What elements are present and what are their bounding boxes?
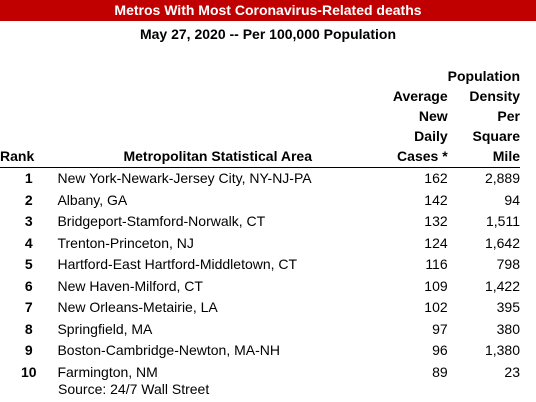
rank-cell: 8 (24, 320, 33, 337)
title-bar: Metros With Most Coronavirus-Related dea… (0, 0, 536, 21)
column-header-density-line: Per Square (472, 108, 520, 144)
table-row: 6 New Haven-Milford, CT 109 1,422 (0, 276, 520, 298)
msa-cell: Trenton-Princeton, NJ (57, 234, 194, 251)
rank-cell: 6 (24, 277, 33, 294)
cases-cell: 109 (424, 277, 448, 294)
msa-cell: New Orleans-Metairie, LA (57, 299, 218, 315)
column-header-density-line: Population (447, 68, 520, 84)
column-header-density-line: Density (469, 88, 520, 104)
column-header-cases-line: Average (392, 88, 448, 104)
rank-cell: 10 (20, 363, 37, 380)
table-row: 3 Bridgeport-Stamford-Norwalk, CT 132 1,… (0, 211, 520, 233)
table-row: 9 Boston-Cambridge-Newton, MA-NH 96 1,38… (0, 340, 520, 362)
column-header-cases: Average New Daily Cases * (377, 66, 448, 168)
source-note: Source: 24/7 Wall Street (58, 381, 210, 397)
table-header-row: Rank Metropolitan Statistical Area Avera… (0, 66, 520, 168)
density-cell: 1,642 (484, 234, 520, 251)
table-row: 10 Farmington, NM 89 23 (0, 362, 520, 384)
msa-cell: Hartford-East Hartford-Middletown, CT (57, 256, 298, 272)
msa-cell: Albany, GA (57, 191, 128, 208)
table-title: Metros With Most Coronavirus-Related dea… (114, 2, 422, 18)
table-row: 8 Springfield, MA 97 380 (0, 319, 520, 341)
msa-cell: New York-Newark-Jersey City, NY-NJ-PA (57, 170, 312, 186)
table-row: 4 Trenton-Princeton, NJ 124 1,642 (0, 233, 520, 255)
cases-cell: 97 (432, 320, 448, 337)
cases-cell: 89 (432, 363, 448, 380)
table-row: 5 Hartford-East Hartford-Middletown, CT … (0, 254, 520, 276)
msa-cell: Boston-Cambridge-Newton, MA-NH (57, 342, 280, 358)
table-row: 2 Albany, GA 142 94 (0, 190, 520, 212)
density-cell: 1,511 (486, 213, 520, 229)
cases-cell: 162 (424, 170, 448, 186)
column-header-cases-line: New (418, 108, 448, 124)
column-header-msa: Metropolitan Statistical Area (57, 66, 378, 168)
density-cell: 2,889 (484, 170, 520, 186)
column-header-density: Population Density Per Square Mile (447, 66, 520, 168)
density-cell: 380 (496, 320, 520, 337)
cases-cell: 142 (424, 191, 448, 208)
column-header-density-line: Mile (492, 148, 520, 164)
column-header-rank: Rank (0, 66, 58, 168)
msa-cell: Springfield, MA (57, 320, 153, 337)
metro-deaths-table: Rank Metropolitan Statistical Area Avera… (0, 66, 520, 383)
column-header-cases-line: Daily (414, 128, 448, 144)
density-cell: 798 (496, 256, 520, 272)
msa-cell: Bridgeport-Stamford-Norwalk, CT (57, 213, 266, 229)
density-cell: 1,422 (484, 277, 520, 294)
cases-cell: 132 (424, 213, 448, 229)
table-subtitle: May 27, 2020 -- Per 100,000 Population (139, 26, 396, 42)
rank-cell: 3 (24, 213, 33, 229)
rank-cell: 4 (24, 234, 33, 251)
rank-cell: 5 (24, 256, 33, 272)
cases-cell: 102 (424, 299, 448, 315)
density-cell: 94 (504, 191, 520, 208)
cases-cell: 124 (424, 234, 448, 251)
msa-cell: New Haven-Milford, CT (57, 277, 203, 294)
table-row: 1 New York-Newark-Jersey City, NY-NJ-PA … (0, 168, 520, 190)
cases-cell: 96 (432, 342, 448, 358)
cases-cell: 116 (425, 256, 448, 272)
msa-cell: Farmington, NM (57, 363, 158, 380)
density-cell: 395 (496, 299, 520, 315)
table-row: 7 New Orleans-Metairie, LA 102 395 (0, 297, 520, 319)
rank-cell: 7 (24, 299, 33, 315)
density-cell: 1,380 (484, 342, 520, 358)
density-cell: 23 (504, 363, 520, 380)
rank-cell: 1 (24, 170, 33, 186)
rank-cell: 2 (24, 191, 33, 208)
rank-cell: 9 (24, 342, 33, 358)
column-header-cases-line: Cases * (397, 148, 448, 164)
